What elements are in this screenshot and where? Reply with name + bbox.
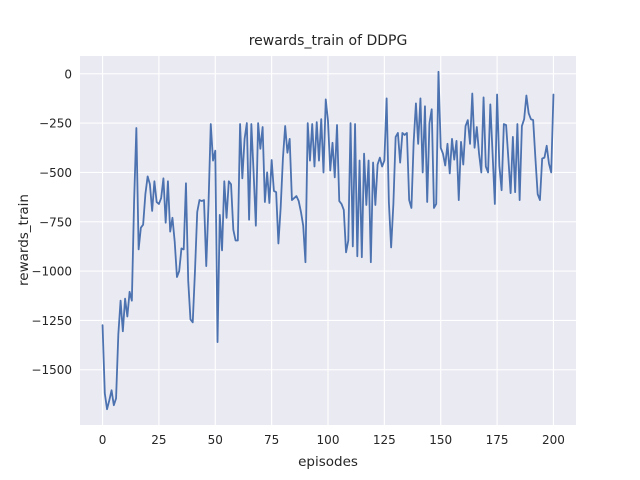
- y-tick-label: 0: [64, 67, 72, 81]
- y-tick-label: −1500: [31, 363, 72, 377]
- y-tick-label: −1000: [31, 265, 72, 279]
- x-tick-label: 200: [542, 433, 565, 447]
- y-tick-label: −500: [39, 166, 72, 180]
- x-tick-label: 0: [99, 433, 107, 447]
- x-tick-label: 75: [264, 433, 279, 447]
- y-tick-label: −1250: [31, 314, 72, 328]
- x-tick-label: 100: [317, 433, 340, 447]
- rewards-line: [101, 70, 555, 411]
- y-axis-label: rewards_train: [16, 194, 32, 286]
- x-tick-label: 175: [486, 433, 509, 447]
- chart-title: rewards_train of DDPG: [248, 33, 408, 49]
- x-tick-label: 25: [151, 433, 166, 447]
- y-tick-label: −250: [39, 117, 72, 131]
- y-tick-label: −750: [39, 215, 72, 229]
- x-tick-label: 150: [429, 433, 452, 447]
- x-tick-label: 125: [373, 433, 396, 447]
- x-tick-label: 50: [208, 433, 223, 447]
- x-axis-label: episodes: [298, 454, 358, 470]
